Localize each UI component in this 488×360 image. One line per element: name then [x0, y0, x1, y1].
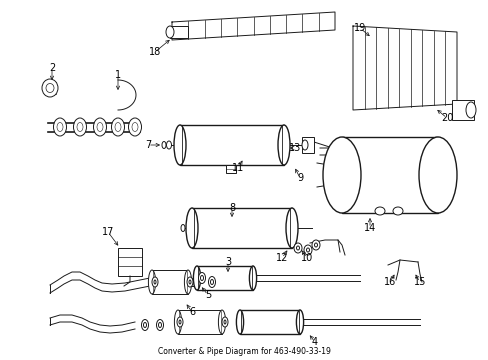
Ellipse shape	[162, 141, 165, 148]
Text: 20: 20	[440, 113, 452, 123]
Ellipse shape	[306, 248, 309, 252]
Ellipse shape	[93, 118, 106, 136]
Ellipse shape	[177, 317, 183, 327]
Ellipse shape	[278, 125, 289, 165]
Ellipse shape	[57, 122, 63, 131]
Ellipse shape	[293, 243, 302, 253]
Ellipse shape	[152, 277, 158, 287]
Ellipse shape	[179, 320, 181, 324]
Ellipse shape	[323, 137, 360, 213]
Bar	[170, 26, 187, 38]
Ellipse shape	[42, 79, 58, 97]
Text: 14: 14	[363, 223, 375, 233]
Ellipse shape	[174, 310, 181, 334]
Ellipse shape	[218, 310, 225, 334]
Text: 7: 7	[144, 140, 151, 150]
Ellipse shape	[132, 122, 138, 131]
Bar	[178, 310, 222, 334]
Text: 6: 6	[188, 307, 195, 317]
Ellipse shape	[158, 323, 161, 328]
Ellipse shape	[208, 276, 215, 288]
Ellipse shape	[181, 225, 184, 231]
Text: 19: 19	[353, 23, 366, 33]
Ellipse shape	[314, 243, 317, 247]
Text: 5: 5	[204, 290, 211, 300]
Text: 18: 18	[148, 47, 161, 57]
Ellipse shape	[193, 266, 200, 290]
Ellipse shape	[296, 246, 299, 250]
Bar	[197, 266, 252, 290]
Ellipse shape	[128, 118, 141, 136]
Text: 15: 15	[413, 277, 426, 287]
Ellipse shape	[418, 137, 456, 213]
Text: Converter & Pipe Diagram for 463-490-33-19: Converter & Pipe Diagram for 463-490-33-…	[157, 347, 330, 356]
Text: 13: 13	[288, 143, 301, 153]
Ellipse shape	[148, 270, 155, 294]
Ellipse shape	[186, 277, 193, 287]
Ellipse shape	[53, 118, 66, 136]
Text: 10: 10	[300, 253, 312, 263]
Bar	[118, 248, 142, 276]
Bar	[152, 270, 187, 294]
Ellipse shape	[392, 207, 402, 215]
Ellipse shape	[236, 310, 243, 334]
Text: 3: 3	[224, 257, 231, 267]
Ellipse shape	[200, 275, 203, 280]
Ellipse shape	[374, 207, 384, 215]
Text: 9: 9	[296, 173, 303, 183]
Ellipse shape	[249, 266, 256, 290]
Ellipse shape	[77, 122, 83, 131]
Ellipse shape	[165, 26, 174, 38]
Bar	[225, 165, 236, 173]
Ellipse shape	[154, 280, 156, 284]
Ellipse shape	[115, 122, 121, 131]
Ellipse shape	[111, 118, 124, 136]
Ellipse shape	[465, 102, 475, 118]
Ellipse shape	[302, 140, 307, 150]
Text: 2: 2	[49, 63, 55, 73]
Ellipse shape	[73, 118, 86, 136]
Text: 11: 11	[231, 163, 244, 173]
Bar	[192, 208, 291, 248]
Text: 17: 17	[102, 227, 114, 237]
Ellipse shape	[184, 270, 191, 294]
Bar	[240, 310, 299, 334]
Text: 1: 1	[115, 70, 121, 80]
Bar	[451, 100, 473, 120]
Text: 16: 16	[383, 277, 395, 287]
Polygon shape	[352, 26, 456, 110]
Ellipse shape	[189, 280, 191, 284]
Text: 4: 4	[311, 337, 317, 347]
Bar	[180, 125, 284, 165]
Ellipse shape	[156, 320, 163, 330]
Ellipse shape	[296, 310, 303, 334]
Ellipse shape	[185, 208, 198, 248]
Ellipse shape	[285, 208, 297, 248]
Ellipse shape	[97, 122, 103, 131]
Bar	[341, 137, 437, 213]
Polygon shape	[172, 12, 334, 40]
Ellipse shape	[166, 141, 171, 149]
Ellipse shape	[141, 320, 148, 330]
Ellipse shape	[222, 317, 227, 327]
Bar	[302, 137, 313, 153]
Ellipse shape	[304, 245, 311, 255]
Text: 8: 8	[228, 203, 235, 213]
Ellipse shape	[311, 240, 319, 250]
Ellipse shape	[143, 323, 146, 328]
Ellipse shape	[224, 320, 225, 324]
Ellipse shape	[198, 273, 205, 284]
Ellipse shape	[174, 125, 185, 165]
Ellipse shape	[46, 84, 54, 93]
Text: 12: 12	[275, 253, 287, 263]
Ellipse shape	[210, 279, 213, 284]
